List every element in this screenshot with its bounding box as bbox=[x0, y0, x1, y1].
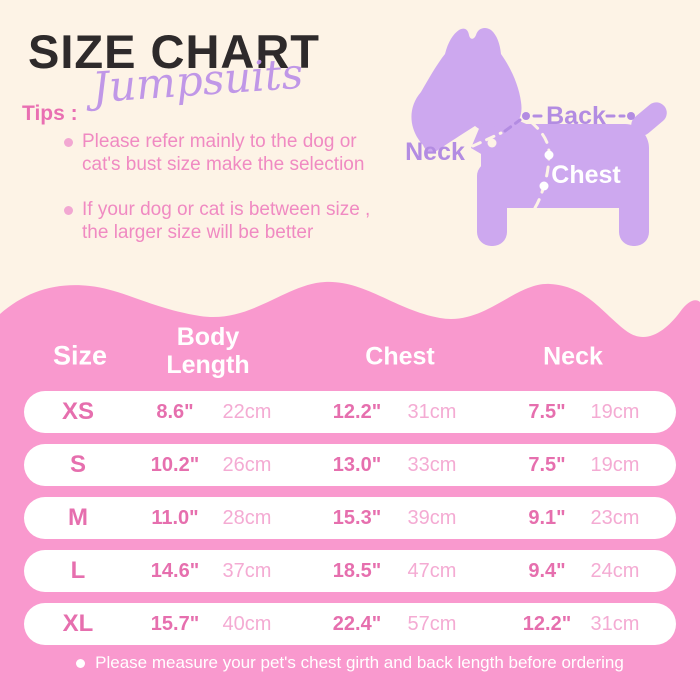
cell-neck_cm: 19cm bbox=[590, 454, 640, 476]
table-row: M 11.0" 28cm 15.3" 39cm 9.1" 23cm bbox=[24, 497, 676, 539]
cell-body_cm: 22cm bbox=[222, 401, 272, 423]
tip-line: If your dog or cat is between size , bbox=[82, 199, 371, 220]
footnote-text: Please measure your pet's chest girth an… bbox=[95, 653, 624, 672]
measure-dot bbox=[539, 181, 549, 191]
bullet-dot-icon bbox=[64, 138, 73, 147]
cell-size: L bbox=[70, 557, 86, 584]
dog-measurement-diagram: Back Neck Chest bbox=[405, 27, 667, 246]
wave-divider bbox=[0, 281, 700, 348]
cell-chest_in: 15.3" bbox=[332, 507, 382, 529]
cell-neck_cm: 19cm bbox=[590, 401, 640, 423]
header-line: Length bbox=[166, 351, 250, 379]
cell-neck_in: 9.1" bbox=[528, 507, 566, 529]
cell-size: M bbox=[68, 504, 88, 531]
cell-neck_in: 12.2" bbox=[522, 613, 572, 635]
dog-front-leg bbox=[477, 162, 507, 246]
bullet-dot-icon bbox=[76, 658, 86, 668]
tip-line: cat's bust size make the selection bbox=[82, 153, 365, 175]
table-row: S 10.2" 26cm 13.0" 33cm 7.5" 19cm bbox=[24, 444, 676, 486]
header-line: Body bbox=[176, 323, 240, 351]
tip-text: If your dog or cat is between size , the… bbox=[82, 199, 370, 244]
cell-neck_in: 9.4" bbox=[528, 560, 566, 582]
cell-neck_cm: 23cm bbox=[590, 507, 640, 529]
cell-chest_in: 22.4" bbox=[332, 613, 382, 635]
tip-item: Please refer mainly to the dog or cat's … bbox=[64, 131, 364, 176]
table-row: L 14.6" 37cm 18.5" 47cm 9.4" 24cm bbox=[24, 550, 676, 592]
chest-label: Chest bbox=[551, 161, 621, 189]
tip-text: Please refer mainly to the dog or cat's … bbox=[82, 131, 364, 176]
cell-chest_in: 12.2" bbox=[332, 401, 382, 423]
dog-tail bbox=[631, 102, 667, 136]
cell-body_in: 8.6" bbox=[156, 401, 194, 423]
cell-body_cm: 28cm bbox=[222, 507, 272, 529]
column-header-neck: Neck bbox=[543, 342, 603, 371]
cell-body_cm: 26cm bbox=[222, 454, 272, 476]
cell-chest_cm: 47cm bbox=[407, 560, 457, 582]
page-title: SIZE CHART bbox=[28, 25, 320, 78]
table-row: XL 15.7" 40cm 22.4" 57cm 12.2" 31cm bbox=[24, 603, 676, 645]
cell-body_in: 11.0" bbox=[151, 507, 199, 529]
dog-body bbox=[481, 124, 649, 208]
footnote: Please measure your pet's chest girth an… bbox=[0, 653, 700, 673]
bullet-dot-icon bbox=[64, 206, 73, 215]
cell-size: XS bbox=[61, 398, 95, 425]
measure-dot bbox=[627, 112, 635, 120]
tip-line: the larger size will be better bbox=[82, 221, 314, 243]
neck-label: Neck bbox=[405, 138, 465, 166]
back-measure-line bbox=[503, 114, 626, 133]
cell-chest_in: 18.5" bbox=[332, 560, 382, 582]
cell-chest_cm: 57cm bbox=[407, 613, 457, 635]
cell-body_cm: 37cm bbox=[222, 560, 272, 582]
cell-chest_cm: 39cm bbox=[407, 507, 457, 529]
cell-body_cm: 40cm bbox=[222, 613, 272, 635]
cell-body_in: 10.2" bbox=[150, 454, 200, 476]
cell-chest_cm: 31cm bbox=[407, 401, 457, 423]
measure-dot bbox=[544, 150, 554, 160]
cell-neck_cm: 24cm bbox=[590, 560, 640, 582]
measure-dot bbox=[487, 138, 497, 148]
column-header-chest: Chest bbox=[365, 342, 435, 371]
measure-dot bbox=[522, 112, 530, 120]
table-row: XS 8.6" 22cm 12.2" 31cm 7.5" 19cm bbox=[24, 391, 676, 433]
tip-line: Please refer mainly to the dog or bbox=[82, 131, 357, 152]
cell-size: S bbox=[69, 451, 87, 478]
column-header-body-length: Body Length bbox=[166, 323, 249, 379]
dog-rear-leg bbox=[619, 162, 649, 246]
cell-neck_cm: 31cm bbox=[590, 613, 640, 635]
cell-chest_cm: 33cm bbox=[407, 454, 457, 476]
cell-neck_in: 7.5" bbox=[528, 454, 566, 476]
cell-neck_in: 7.5" bbox=[528, 401, 566, 423]
cell-body_in: 14.6" bbox=[150, 560, 200, 582]
cell-body_in: 15.7" bbox=[150, 613, 200, 635]
cell-size: XL bbox=[62, 610, 94, 637]
cell-chest_in: 13.0" bbox=[332, 454, 382, 476]
tip-item: If your dog or cat is between size , the… bbox=[64, 199, 370, 244]
chest-measure-line bbox=[471, 120, 551, 217]
tips-heading: Tips : bbox=[22, 102, 78, 125]
column-header-size: Size bbox=[52, 340, 108, 371]
back-label: Back bbox=[546, 102, 606, 130]
